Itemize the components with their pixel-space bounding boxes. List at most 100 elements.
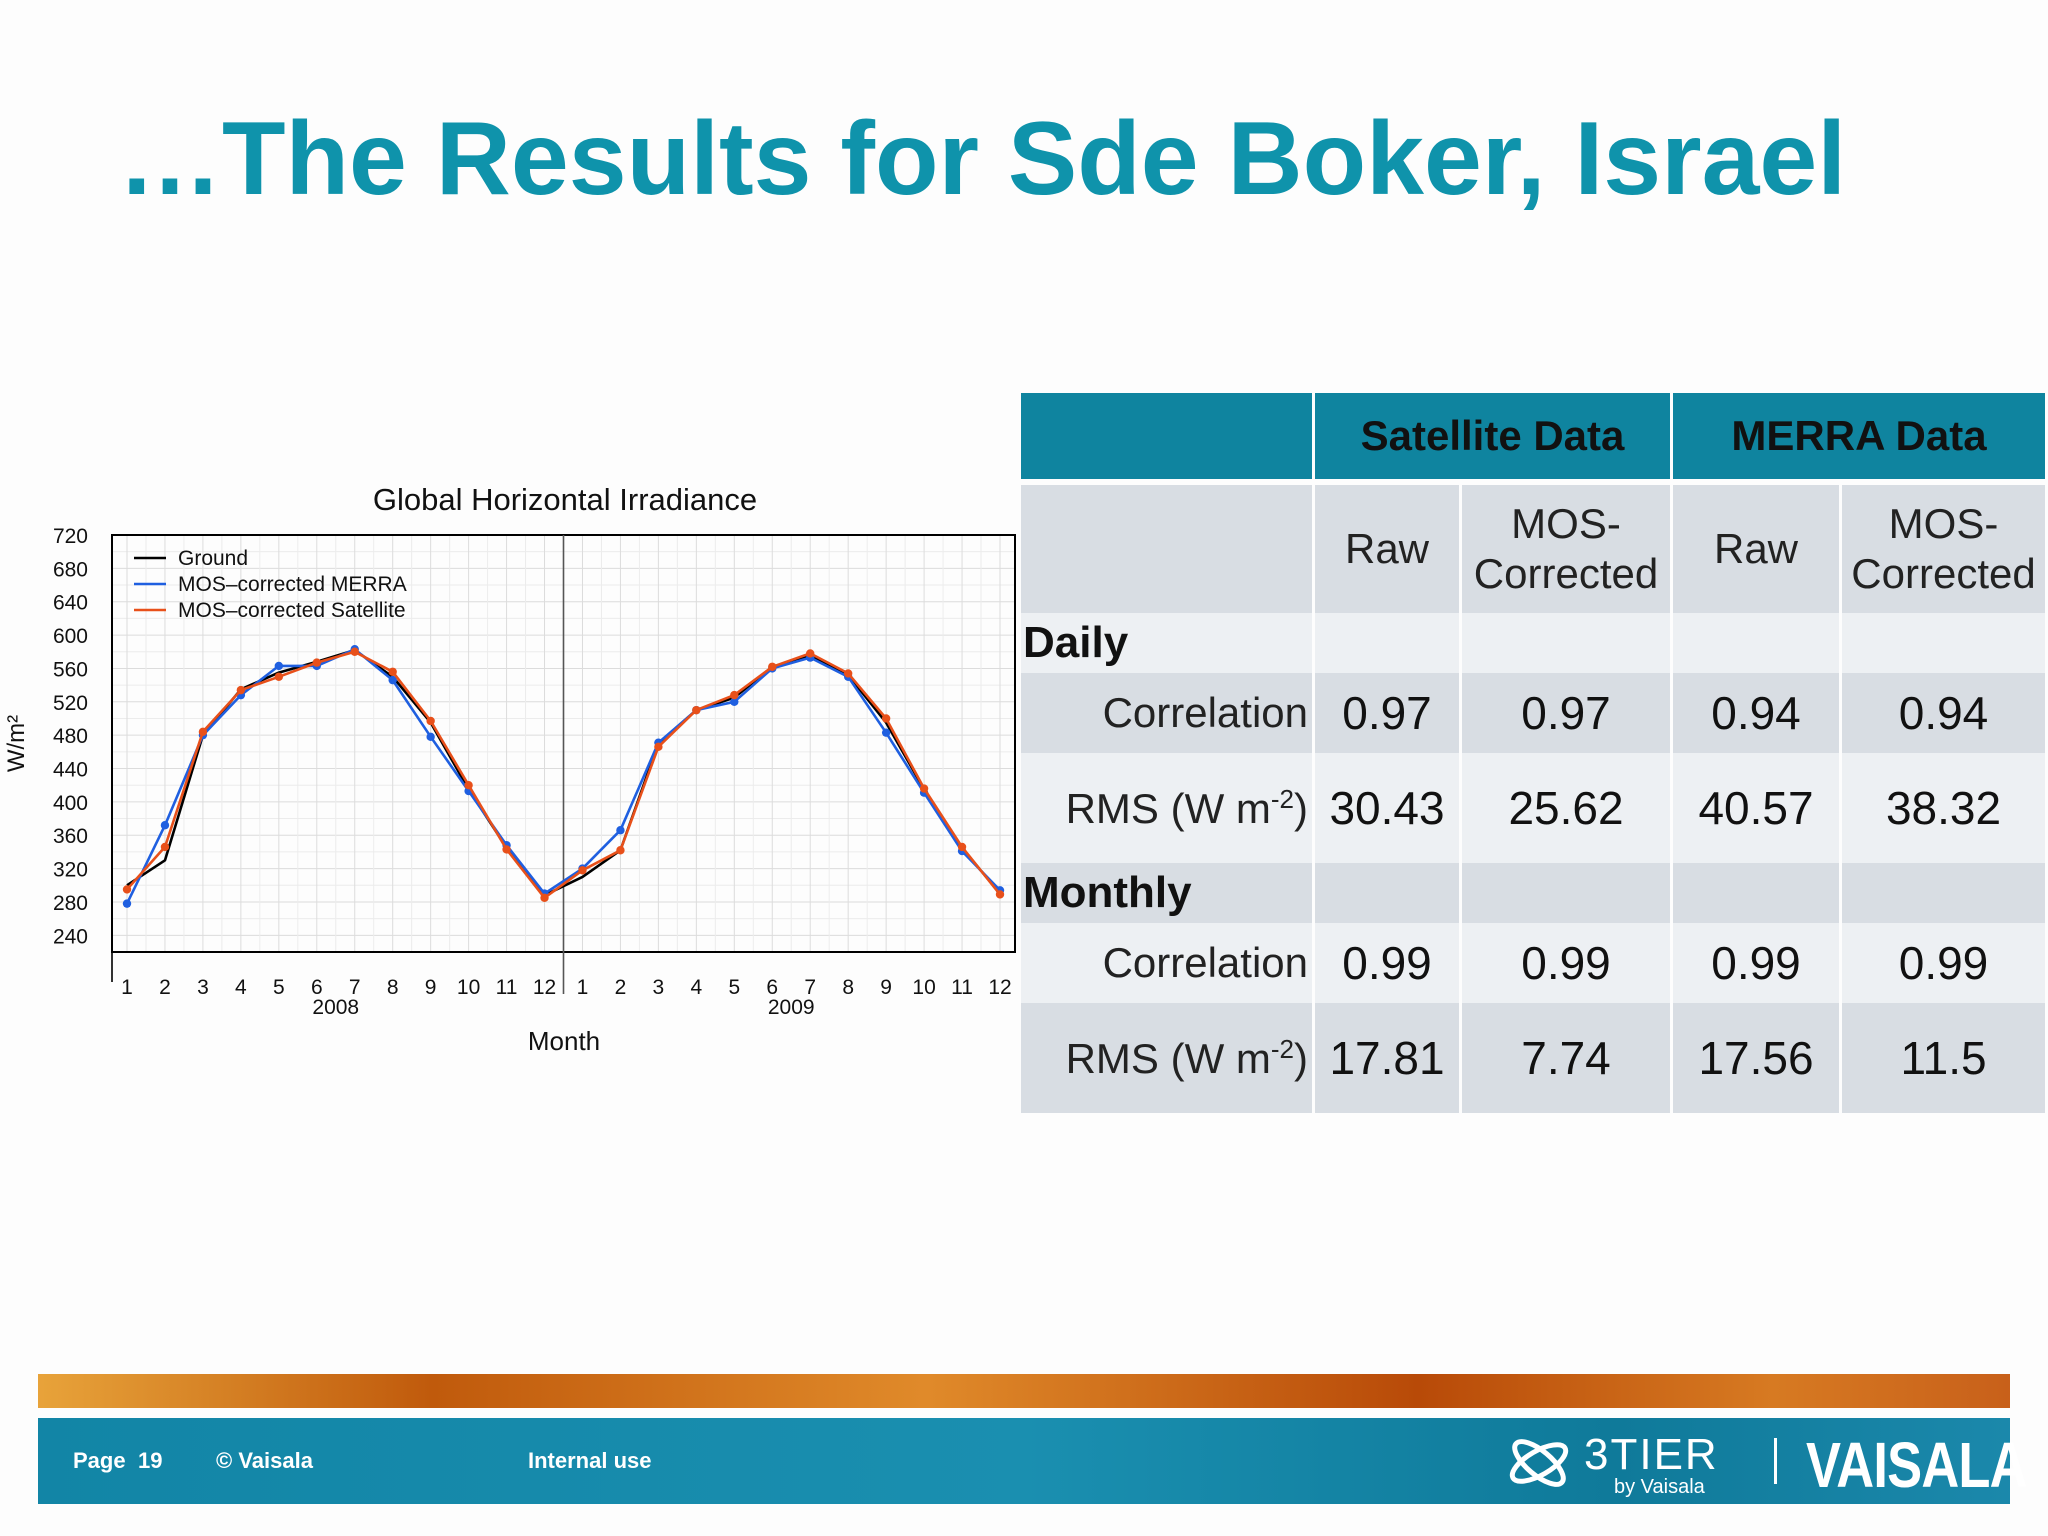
table-cell: 30.43 [1315, 753, 1459, 863]
y-tick-label: 240 [53, 925, 88, 948]
data-point [957, 842, 967, 852]
table-cell: 0.94 [1842, 673, 2045, 753]
data-point [426, 732, 435, 742]
chart-title: Global Horizontal Irradiance [373, 482, 757, 517]
group-header-satellite: Satellite Data [1315, 393, 1670, 479]
x-tick-label: 12 [533, 976, 556, 999]
sub-header-merra-mos: MOS- Corrected [1842, 485, 2045, 613]
table-row: Correlation 0.99 0.99 0.99 0.99 [1021, 923, 2045, 1003]
data-point [843, 669, 853, 678]
y-tick-label: 480 [53, 725, 88, 748]
x-tick-label: 7 [349, 976, 361, 999]
x-tick-label: 1 [577, 976, 589, 999]
y-tick-label: 520 [53, 692, 88, 715]
x-tick-label: 1 [121, 976, 133, 999]
data-point [578, 866, 587, 875]
data-point [274, 661, 284, 671]
table-group-header-row: Satellite Data MERRA Data [1021, 393, 2045, 479]
table-cell: 17.56 [1673, 1003, 1839, 1113]
slide-footer: Page 19 © Vaisala Internal use 3TIER by … [38, 1418, 2028, 1504]
section-row-monthly: Monthly [1021, 863, 2045, 923]
x-tick-label: 8 [842, 976, 854, 999]
series-line [126, 650, 1002, 900]
data-point [806, 649, 815, 658]
data-point [502, 845, 511, 854]
x-tick-label: 2 [159, 976, 171, 999]
data-point [388, 667, 397, 676]
x-tick-label: 2 [615, 976, 627, 999]
x-tick-label: 5 [728, 976, 740, 999]
group-header-merra: MERRA Data [1673, 393, 2045, 479]
data-point [616, 846, 625, 855]
data-point [198, 727, 208, 737]
y-tick-label: 400 [53, 792, 88, 815]
x-tick-label: 5 [273, 976, 285, 999]
x-tick-label: 6 [311, 976, 323, 999]
footer-accent-stripe [38, 1374, 2010, 1408]
table-cell: 0.99 [1315, 923, 1459, 1003]
data-point [274, 672, 284, 681]
3tier-logo: 3TIER by Vaisala [1498, 1424, 1738, 1500]
y-tick-label: 320 [53, 859, 88, 882]
data-point [995, 890, 1005, 899]
irradiance-chart: Global Horizontal Irradiance 240 280 320 360… [0, 480, 1030, 1060]
y-tick-label: 440 [53, 759, 88, 782]
sub-header-merra-raw: Raw [1673, 485, 1839, 613]
sub-header-blank [1021, 485, 1312, 613]
table-cell: 7.74 [1462, 1003, 1670, 1113]
data-point [692, 705, 701, 715]
x-tick-label: 11 [951, 976, 973, 999]
x-tick-label: 12 [988, 976, 1011, 999]
footer-classification: Internal use [528, 1448, 652, 1473]
year-label: 2008 [312, 996, 359, 1019]
data-point [236, 685, 246, 695]
data-point [464, 781, 473, 790]
legend-entry: MOS–corrected MERRA [178, 573, 407, 596]
table-cell: 17.81 [1315, 1003, 1459, 1113]
x-tick-label: 9 [880, 976, 892, 999]
table-cell: 11.5 [1842, 1003, 2045, 1113]
table-row: Correlation 0.97 0.97 0.94 0.94 [1021, 673, 2045, 753]
table-cell: 0.94 [1673, 673, 1839, 753]
data-point [388, 675, 397, 685]
year-label: 2009 [768, 996, 815, 1019]
data-point [122, 899, 132, 908]
table-cell: 0.97 [1315, 673, 1459, 753]
data-point [160, 842, 170, 852]
x-tick-label: 11 [496, 976, 518, 999]
table-sub-header-row: Raw MOS- Corrected Raw MOS- Corrected [1021, 485, 2045, 613]
y-axis-label: W/m² [3, 715, 30, 772]
data-point [122, 885, 132, 894]
section-label-monthly: Monthly [1021, 863, 1312, 923]
results-table: Satellite Data MERRA Data Raw MOS- Correc… [1018, 393, 2048, 1113]
x-tick-label: 4 [691, 976, 703, 999]
legend-entry: Ground [178, 547, 248, 570]
x-tick-label: 10 [457, 976, 480, 999]
x-tick-label: 3 [653, 976, 665, 999]
metric-label: RMS (W m-2) [1021, 753, 1312, 863]
x-tick-label: 3 [197, 976, 209, 999]
table-cell: 0.99 [1462, 923, 1670, 1003]
data-point [616, 826, 625, 835]
slide-title: …The Results for Sde Boker, Israel [118, 101, 1847, 217]
3tier-swirl-icon [1509, 1439, 1569, 1487]
sub-header-sat-mos: MOS- Corrected [1462, 485, 1670, 613]
table-cell: 0.97 [1462, 673, 1670, 753]
table-cell: 0.99 [1673, 923, 1839, 1003]
data-point [312, 658, 321, 667]
x-tick-label: 9 [425, 976, 437, 999]
logo-divider [1774, 1438, 1777, 1484]
y-tick-label: 600 [53, 625, 88, 648]
y-tick-label: 280 [53, 892, 88, 915]
x-tick-label: 8 [387, 976, 399, 999]
y-tick-label: 680 [53, 558, 88, 581]
data-point [768, 662, 777, 671]
x-tick-label: 4 [235, 976, 247, 999]
footer-page-number: 19 [138, 1448, 163, 1473]
footer-page-label: Page [73, 1448, 126, 1473]
data-point [426, 716, 435, 726]
data-point [654, 742, 663, 752]
section-row-daily: Daily [1021, 613, 2045, 673]
metric-label: Correlation [1021, 923, 1312, 1003]
series-line [125, 648, 1001, 905]
